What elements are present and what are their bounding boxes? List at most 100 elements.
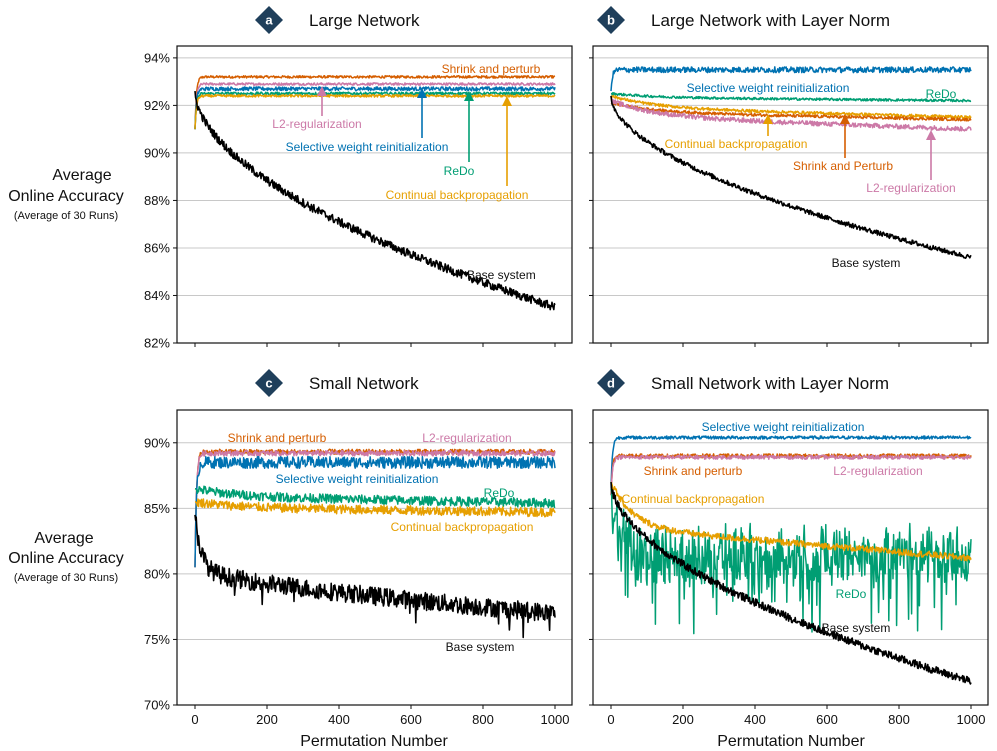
y-tick-label: 86% bbox=[144, 240, 170, 255]
series-label-base: Base system bbox=[832, 256, 901, 270]
x-tick-label: 800 bbox=[888, 712, 910, 727]
y-tick-label: 70% bbox=[144, 698, 170, 713]
panel-title: Large Network bbox=[309, 11, 420, 30]
series-label-cbp: Continual backpropagation bbox=[391, 520, 534, 534]
y-tick-label: 88% bbox=[144, 193, 170, 208]
series-line-base bbox=[610, 482, 972, 685]
annotation-arrowhead-l2 bbox=[317, 86, 327, 96]
series-label-redo: ReDo bbox=[444, 164, 475, 178]
series-line-selective bbox=[610, 66, 972, 92]
panel-badge-icon bbox=[597, 369, 625, 397]
series-label-selective: Selective weight reinitialization bbox=[687, 81, 850, 95]
plot-frame bbox=[592, 409, 989, 706]
plot-frame bbox=[592, 45, 989, 344]
plot-frame bbox=[176, 409, 573, 706]
x-tick-label: 1000 bbox=[957, 712, 986, 727]
series-label-redo: ReDo bbox=[926, 87, 957, 101]
panel-badge-letter: d bbox=[607, 376, 615, 391]
panel-badge-letter: b bbox=[607, 13, 615, 28]
series-line-cbp bbox=[194, 93, 556, 130]
annotation-arrowhead-cbp bbox=[502, 96, 512, 106]
y-tick-label: 75% bbox=[144, 632, 170, 647]
series-line-selective bbox=[194, 455, 556, 568]
panel-badge-icon bbox=[255, 6, 283, 34]
series-label-cbp: Continual backpropagation bbox=[386, 188, 529, 202]
annotation-arrowhead-redo bbox=[464, 91, 474, 101]
ylabel-line3: (Average of 30 Runs) bbox=[14, 210, 118, 222]
series-line-selective bbox=[610, 435, 972, 489]
ylabel-line2: Online Accuracy bbox=[8, 550, 124, 567]
series-line-base bbox=[610, 95, 972, 259]
x-tick-label: 600 bbox=[400, 712, 422, 727]
y-tick-label: 84% bbox=[144, 288, 170, 303]
series-line-cbp bbox=[194, 498, 556, 518]
annotation-arrowhead-l2 bbox=[926, 130, 936, 140]
series-line-redo bbox=[194, 485, 556, 509]
series-line-redo bbox=[194, 91, 556, 130]
series-line-selective bbox=[194, 86, 556, 130]
panel-badge-letter: a bbox=[265, 13, 273, 28]
y-tick-label: 90% bbox=[144, 145, 170, 160]
x-tick-label: 200 bbox=[256, 712, 278, 727]
series-label-selective: Selective weight reinitialization bbox=[702, 420, 865, 434]
series-label-redo: ReDo bbox=[484, 486, 515, 500]
panel-badge-letter: c bbox=[265, 376, 272, 391]
y-tick-label: 85% bbox=[144, 501, 170, 516]
x-tick-label: 1000 bbox=[541, 712, 570, 727]
series-line-l2 bbox=[194, 82, 556, 130]
panel-a: a Large Network 82% 84% 86% 88% 90% 92% 94% Shrin… bbox=[144, 6, 573, 351]
x-tick-label: 400 bbox=[744, 712, 766, 727]
series-label-l2: L2-regularization bbox=[866, 181, 955, 195]
series-label-l2: L2-regularization bbox=[833, 464, 922, 478]
series-line-l2 bbox=[194, 449, 556, 568]
panel-title: Large Network with Layer Norm bbox=[651, 11, 890, 30]
series-label-shrink: Shrink and perturb bbox=[442, 62, 541, 76]
plot-frame bbox=[176, 45, 573, 344]
series-line-base bbox=[194, 514, 556, 639]
panel-badge-icon bbox=[597, 6, 625, 34]
ylabel-line3: (Average of 30 Runs) bbox=[14, 572, 118, 584]
series-label-shrink: Shrink and perturb bbox=[228, 431, 327, 445]
x-tick-label: 0 bbox=[607, 712, 614, 727]
y-tick-label: 94% bbox=[144, 50, 170, 65]
xlabel-right: Permutation Number bbox=[717, 733, 865, 750]
series-label-shrink: Shrink and perturb bbox=[644, 464, 743, 478]
panel-badge-icon bbox=[255, 369, 283, 397]
ylabel-line1: Average bbox=[52, 167, 111, 184]
panel-c: c Small Network 70% 75% 80% 85% 90% 0 200 400 600 8… bbox=[144, 369, 573, 727]
series-label-redo: ReDo bbox=[836, 587, 867, 601]
series-label-l2: L2-regularization bbox=[272, 117, 361, 131]
series-label-selective: Selective weight reinitialization bbox=[276, 472, 439, 486]
panel-d: d Small Network with Layer Norm 0 200 400 600… bbox=[589, 369, 989, 727]
series-label-cbp: Continual backpropagation bbox=[665, 137, 808, 151]
series-label-shrink: Shrink and Perturb bbox=[793, 159, 893, 173]
series-line-cbp bbox=[610, 481, 972, 562]
x-tick-label: 400 bbox=[328, 712, 350, 727]
series-line-l2 bbox=[610, 98, 972, 132]
panel-title: Small Network bbox=[309, 374, 419, 393]
y-axis-label-top: Average Online Accuracy (Average of 30 R… bbox=[8, 167, 124, 222]
series-label-l2: L2-regularization bbox=[422, 431, 511, 445]
x-tick-label: 600 bbox=[816, 712, 838, 727]
series-label-base: Base system bbox=[822, 621, 891, 635]
x-tick-label: 200 bbox=[672, 712, 694, 727]
y-tick-label: 82% bbox=[144, 336, 170, 351]
annotation-arrowhead-selective bbox=[417, 88, 427, 98]
series-label-cbp: Continual backpropagation bbox=[622, 492, 765, 506]
ylabel-line1: Average bbox=[34, 530, 93, 547]
series-line-cbp bbox=[610, 94, 972, 120]
y-tick-label: 92% bbox=[144, 98, 170, 113]
series-label-selective: Selective weight reinitialization bbox=[286, 140, 449, 154]
y-axis-label-bottom: Average Online Accuracy (Average of 30 R… bbox=[8, 530, 124, 584]
series-line-shrink bbox=[610, 102, 972, 122]
x-tick-label: 800 bbox=[472, 712, 494, 727]
series-line-redo bbox=[610, 92, 972, 103]
series-label-base: Base system bbox=[467, 268, 536, 282]
annotation-arrowhead-cbp bbox=[763, 114, 773, 124]
y-tick-label: 90% bbox=[144, 435, 170, 450]
panel-b: b Large Network with Layer Norm Selective … bbox=[589, 6, 989, 347]
series-line-l2 bbox=[610, 454, 972, 496]
ylabel-line2: Online Accuracy bbox=[8, 188, 124, 205]
series-line-redo bbox=[610, 488, 972, 635]
